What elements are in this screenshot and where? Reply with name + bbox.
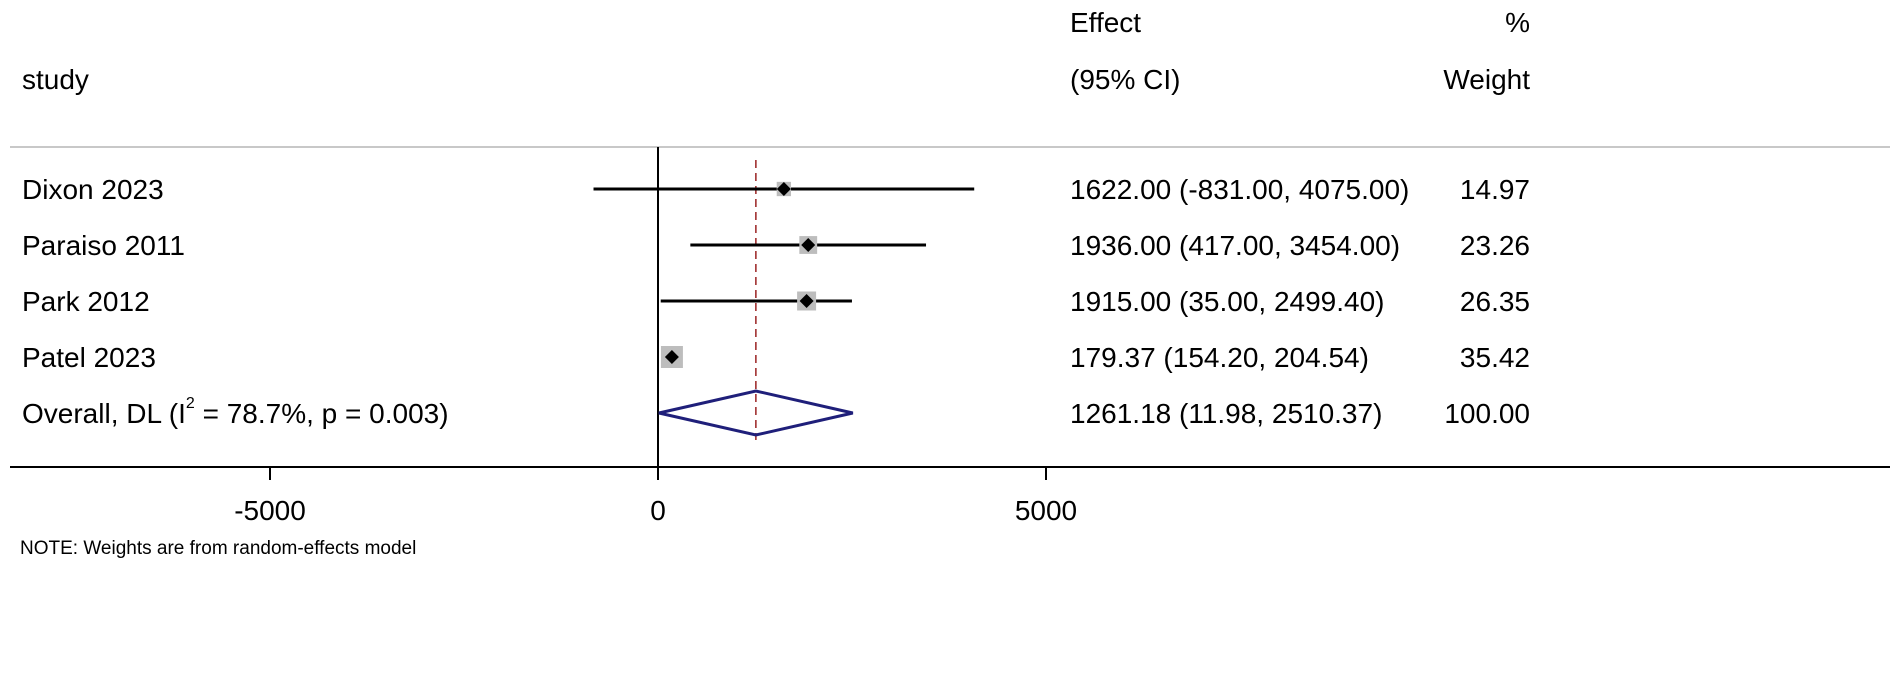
point-estimate: [776, 182, 791, 196]
header-ci: (95% CI): [1070, 64, 1181, 95]
header-percent: %: [1505, 7, 1530, 38]
footnote: NOTE: Weights are from random-effects mo…: [20, 538, 417, 559]
study-label: Park 2012: [22, 286, 150, 317]
study-label: Paraiso 2011: [22, 230, 185, 261]
overall-label: Overall, DL (I2 = 78.7%, p = 0.003): [22, 395, 449, 429]
study-label: Patel 2023: [22, 342, 156, 373]
study-ci-text: 1936.00 (417.00, 3454.00): [1070, 230, 1401, 261]
study-label: Dixon 2023: [22, 174, 164, 205]
point-estimate: [799, 294, 814, 308]
study-ci-text: 1622.00 (-831.00, 4075.00): [1070, 174, 1410, 205]
study-weight: 14.97: [1459, 174, 1530, 205]
header-effect: Effect: [1070, 7, 1142, 38]
x-tick-label: 5000: [1014, 495, 1078, 526]
header-study: study: [22, 64, 89, 95]
study-weight: 23.26: [1459, 230, 1530, 261]
study-ci-text: 179.37 (154.20, 204.54): [1070, 342, 1369, 373]
study-weight: 35.42: [1459, 342, 1530, 373]
study-weight: 26.35: [1459, 286, 1530, 317]
overall-weight: 100.00: [1444, 398, 1530, 429]
overall-ci-text: 1261.18 (11.98, 2510.37): [1070, 398, 1383, 429]
study-ci-text: 1915.00 (35.00, 2499.40): [1070, 286, 1385, 317]
header-weight: Weight: [1443, 64, 1530, 95]
point-estimate: [801, 238, 816, 252]
overall-diamond: [658, 389, 854, 437]
point-estimate: [664, 350, 679, 364]
x-tick-label: -5000: [234, 495, 306, 526]
x-tick-label: 0: [650, 495, 666, 526]
